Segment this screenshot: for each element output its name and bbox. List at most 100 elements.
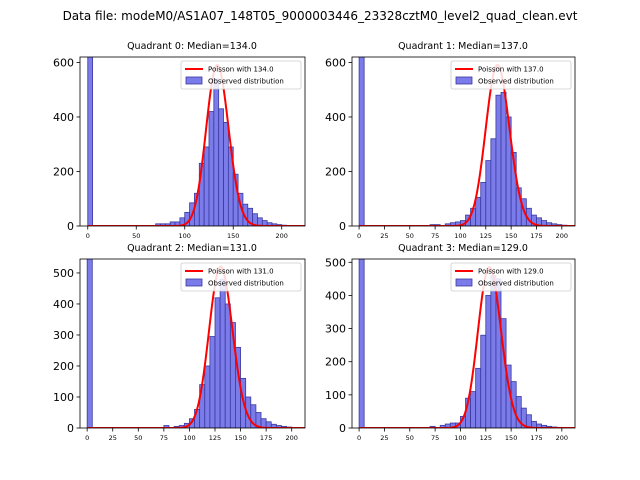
x-tick-label: 0: [85, 434, 89, 442]
y-tick-label: 200: [325, 165, 346, 178]
histogram-bar: [490, 275, 497, 428]
y-tick-label: 0: [67, 422, 74, 435]
y-tick-label: 400: [325, 111, 346, 124]
x-tick-label: 0: [357, 434, 361, 442]
quadrant-1-panel: Quadrant 1: Median=137.0 0 25 50 75 100 125 15…: [325, 41, 576, 240]
y-tick-label: 600: [325, 56, 346, 69]
x-tick-label: 150: [234, 434, 246, 442]
quadrant-1-title: Quadrant 1: Median=137.0: [398, 41, 528, 52]
x-tick-label: 100: [183, 434, 195, 442]
histogram-bar-zero: [86, 259, 93, 428]
quadrant-3-title: Quadrant 3: Median=129.0: [398, 243, 528, 254]
x-tick-label: 75: [431, 434, 439, 442]
x-tick-label: 175: [530, 434, 542, 442]
x-tick-label: 25: [109, 434, 117, 442]
legend-box: [450, 60, 572, 90]
histogram-bar: [470, 391, 477, 428]
x-tick-label: 25: [380, 232, 388, 240]
axes-frame: [79, 258, 306, 429]
quadrant-1-plot-area: [358, 57, 575, 226]
legend-label-observed: Observed distribution: [208, 78, 284, 86]
x-tick-label: 100: [454, 232, 466, 240]
y-tick-label: 200: [53, 165, 74, 178]
y-tick-label: 200: [325, 356, 346, 369]
histogram-bar: [500, 92, 507, 226]
histogram-bar: [490, 138, 497, 226]
y-tick-label: 0: [339, 220, 346, 233]
histogram-bar: [213, 78, 220, 226]
y-tick-label: 300: [53, 329, 74, 342]
x-tick-label: 0: [86, 232, 90, 240]
poisson-curve: [359, 64, 575, 226]
histogram-bar: [475, 367, 482, 428]
legend-box: [180, 60, 302, 90]
legend: Poisson with 134.0 Observed distribution: [180, 60, 302, 90]
legend-label-observed: Observed distribution: [208, 280, 284, 288]
quadrant-3-plot-area: [358, 259, 575, 428]
y-tick-label: 100: [325, 389, 346, 402]
histogram-bar: [224, 303, 231, 428]
legend-box: [180, 262, 302, 292]
x-tick-label: 50: [132, 232, 140, 240]
histogram-bar: [480, 181, 487, 226]
y-tick-label: 500: [325, 256, 346, 269]
histogram-bar-zero: [87, 57, 94, 226]
figure-title: Data file: modeM0/AS1A07_148T05_90000034…: [63, 9, 578, 23]
x-tick-label: 100: [454, 434, 466, 442]
legend: Poisson with 129.0 Observed distribution: [450, 262, 572, 292]
legend-label-poisson: Poisson with 137.0: [478, 66, 544, 74]
axes-frame: [351, 258, 576, 429]
x-tick-label: 125: [480, 434, 492, 442]
x-tick-label: 75: [160, 434, 168, 442]
y-tick-label: 0: [339, 422, 346, 435]
legend: Poisson with 137.0 Observed distribution: [450, 60, 572, 90]
histogram-bar-zero: [358, 57, 365, 226]
x-tick-label: 100: [179, 232, 191, 240]
legend-bar-swatch: [185, 76, 203, 85]
x-tick-label: 150: [505, 232, 517, 240]
x-tick-label: 150: [227, 232, 239, 240]
legend: Poisson with 131.0 Observed distribution: [180, 262, 302, 292]
histogram-bar: [485, 160, 492, 226]
y-tick-label: 400: [325, 289, 346, 302]
histogram-bar: [203, 146, 210, 226]
histogram-bar: [209, 336, 216, 428]
histogram-bar: [219, 278, 226, 428]
x-tick-label: 200: [556, 232, 568, 240]
histogram-bar: [475, 196, 482, 226]
quadrant-0-title: Quadrant 0: Median=134.0: [127, 41, 257, 52]
x-tick-label: 50: [406, 434, 414, 442]
quadrant-0-plot-area: [87, 57, 305, 226]
x-tick-label: 125: [480, 232, 492, 240]
histogram-bar: [495, 94, 502, 226]
legend-bar-swatch: [455, 278, 473, 287]
histogram-bar: [218, 108, 224, 226]
histogram-bar: [223, 122, 229, 226]
histogram-bar: [485, 295, 492, 428]
y-tick-label: 100: [53, 391, 74, 404]
legend-bar-swatch: [185, 278, 203, 287]
x-tick-label: 75: [431, 232, 439, 240]
histogram-bar: [480, 334, 487, 428]
legend-label-observed: Observed distribution: [478, 78, 554, 86]
x-tick-label: 200: [285, 434, 297, 442]
x-tick-label: 125: [209, 434, 221, 442]
x-tick-label: 175: [260, 434, 272, 442]
y-tick-label: 400: [53, 298, 74, 311]
axes-frame: [79, 56, 306, 227]
legend-label-poisson: Poisson with 134.0: [208, 66, 274, 74]
y-tick-label: 400: [53, 111, 74, 124]
x-tick-label: 175: [530, 232, 542, 240]
quadrant-2-panel: Quadrant 2: Median=131.0 0 25 50 75 100 125 15…: [53, 243, 306, 442]
histogram-bar: [204, 365, 211, 428]
y-tick-label: 300: [325, 323, 346, 336]
x-tick-label: 25: [380, 434, 388, 442]
y-tick-label: 500: [53, 267, 74, 280]
legend-bar-swatch: [455, 76, 473, 85]
x-tick-label: 50: [406, 232, 414, 240]
histogram-bar: [214, 297, 221, 428]
legend-label-poisson: Poisson with 131.0: [208, 268, 274, 276]
x-tick-label: 200: [556, 434, 568, 442]
y-tick-label: 200: [53, 360, 74, 373]
